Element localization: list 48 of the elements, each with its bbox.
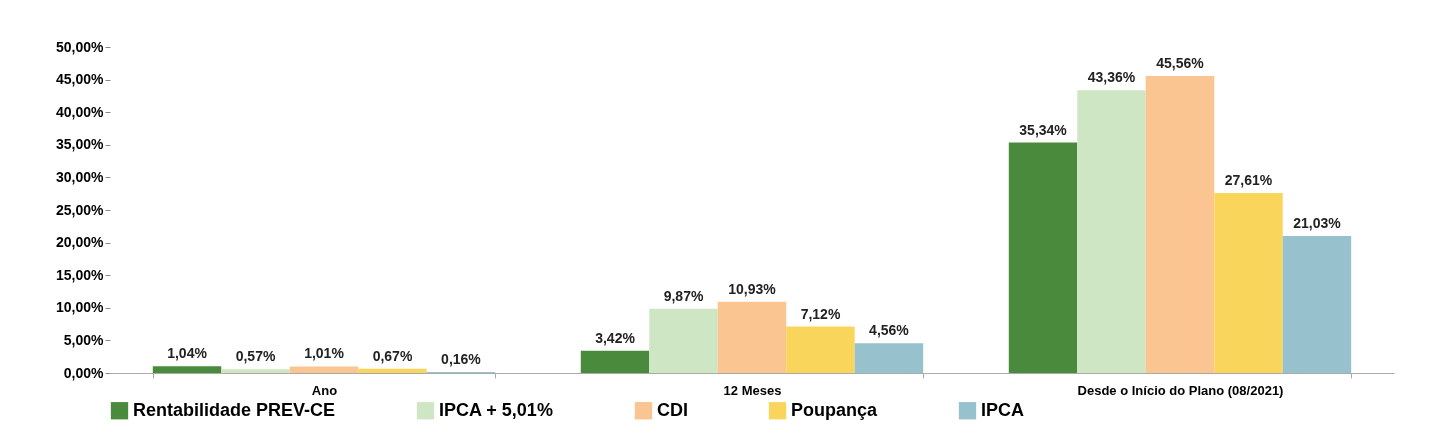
y-tick-label: 10,00% bbox=[56, 299, 105, 316]
legend-label: IPCA + 5,01% bbox=[439, 399, 553, 420]
x-tick-label: Ano bbox=[311, 382, 338, 398]
data-label: 27,61% bbox=[1224, 171, 1273, 188]
bar bbox=[580, 350, 650, 373]
bar bbox=[1077, 90, 1146, 373]
data-label: 7,12% bbox=[800, 305, 841, 322]
data-label: 35,34% bbox=[1019, 121, 1068, 138]
bar bbox=[1282, 235, 1352, 373]
data-label: 0,57% bbox=[235, 348, 276, 365]
legend-label: Rentabilidade PREV-CE bbox=[133, 399, 336, 420]
x-tick-label: 12 Meses bbox=[723, 382, 782, 398]
legend-label: Poupança bbox=[791, 399, 879, 420]
bar bbox=[854, 343, 924, 373]
bar bbox=[358, 368, 427, 373]
data-label: 0,16% bbox=[441, 350, 482, 367]
x-tick-label: Desde o Início do Plano (08/2021) bbox=[1077, 382, 1284, 398]
y-tick-label: 15,00% bbox=[56, 266, 105, 283]
data-label: 9,87% bbox=[663, 287, 704, 304]
y-tick-label: 5,00% bbox=[63, 331, 105, 348]
bar bbox=[717, 301, 787, 373]
y-tick-label: 0,00% bbox=[63, 364, 105, 381]
bar bbox=[221, 369, 290, 373]
y-tick-label: 30,00% bbox=[56, 168, 105, 185]
legend-label: IPCA bbox=[981, 399, 1025, 420]
data-label: 0,67% bbox=[372, 347, 413, 364]
bar bbox=[289, 366, 359, 373]
bar bbox=[1145, 75, 1215, 373]
y-tick-label: 25,00% bbox=[56, 201, 105, 218]
data-label: 45,56% bbox=[1156, 54, 1205, 71]
bar bbox=[1214, 192, 1283, 373]
data-label: 10,93% bbox=[728, 280, 777, 297]
bar bbox=[152, 366, 222, 373]
data-label: 4,56% bbox=[869, 322, 910, 339]
data-label: 1,01% bbox=[304, 345, 345, 362]
bar bbox=[786, 326, 855, 373]
data-label: 43,36% bbox=[1087, 69, 1136, 86]
y-tick-label: 45,00% bbox=[56, 71, 105, 88]
y-tick-label: 35,00% bbox=[56, 136, 105, 153]
y-tick-label: 40,00% bbox=[56, 103, 105, 120]
data-label: 3,42% bbox=[595, 329, 636, 346]
data-label: 1,04% bbox=[167, 345, 208, 362]
data-label: 21,03% bbox=[1293, 214, 1342, 231]
bar bbox=[649, 308, 718, 373]
y-tick-label: 50,00% bbox=[56, 38, 105, 55]
bar bbox=[1008, 142, 1078, 373]
y-tick-label: 20,00% bbox=[56, 234, 105, 251]
legend-label: CDI bbox=[657, 399, 688, 420]
